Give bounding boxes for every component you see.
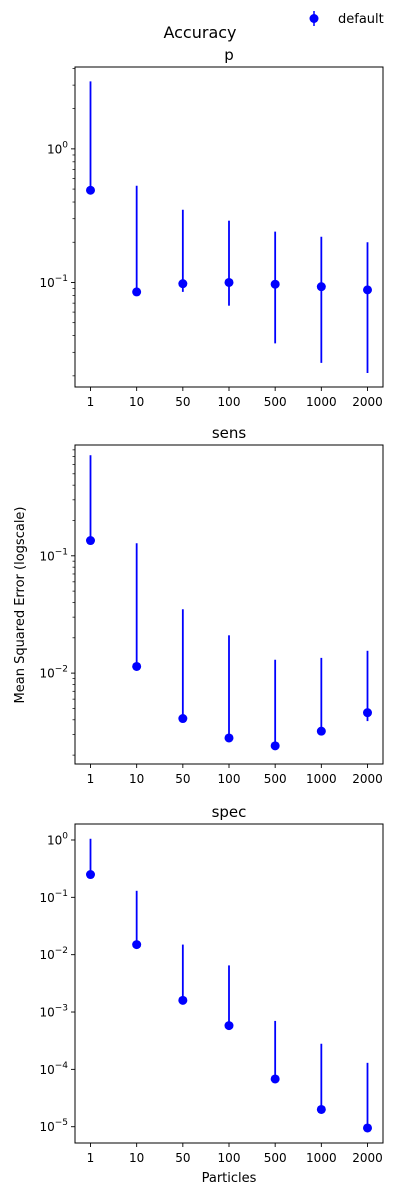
x-tick-label: 2000 — [352, 395, 383, 409]
y-tick-label: 10−1 — [39, 889, 68, 905]
data-point — [270, 1074, 280, 1084]
y-tick-label: 10−3 — [39, 1004, 68, 1020]
data-point — [224, 733, 234, 743]
y-tick-label: 10−4 — [39, 1061, 68, 1077]
data-point — [132, 940, 142, 950]
data-point — [270, 279, 280, 289]
x-tick-label: 50 — [175, 395, 190, 409]
subplot-sens: sens 10−1 10−2 1 10 50 100 500 1000 2000 — [39, 424, 384, 786]
x-tick-label: 100 — [218, 1151, 241, 1165]
x-tick-label: 10 — [129, 772, 144, 786]
subplots: p 100 10−1 1 10 50 100 500 1000 2000 sens 10−1 10−2 1… — [39, 46, 384, 1165]
data-point — [178, 714, 188, 724]
legend-label: default — [338, 12, 384, 27]
x-tick-label: 50 — [175, 772, 190, 786]
data-point — [132, 661, 142, 671]
x-tick-label: 2000 — [352, 772, 383, 786]
x-tick-label: 1 — [87, 1151, 95, 1165]
data-point — [270, 741, 280, 751]
data-point — [316, 1104, 326, 1114]
data-point — [316, 726, 326, 736]
y-tick-label: 100 — [47, 831, 68, 847]
x-tick-label: 1000 — [306, 772, 337, 786]
data-point — [86, 870, 95, 880]
figure-suptitle: Accuracy — [163, 23, 236, 42]
data-point — [316, 282, 326, 292]
subplot-title: p — [224, 46, 234, 64]
subplot-title: spec — [212, 803, 247, 821]
legend-point-marker — [309, 14, 319, 23]
y-tick-label: 10−5 — [39, 1118, 68, 1134]
y-tick-label: 10−1 — [39, 274, 68, 290]
x-tick-label: 1 — [87, 395, 95, 409]
y-tick-label: 10−2 — [39, 946, 68, 962]
x-tick-label: 1 — [87, 772, 95, 786]
data-point — [86, 536, 95, 546]
x-tick-label: 100 — [218, 395, 241, 409]
x-tick-label: 10 — [129, 395, 144, 409]
data-point — [132, 287, 142, 297]
data-point — [224, 277, 234, 287]
x-tick-label: 10 — [129, 1151, 144, 1165]
data-point — [178, 279, 188, 289]
data-point — [178, 995, 188, 1005]
subplot-p: p 100 10−1 1 10 50 100 500 1000 2000 — [39, 46, 384, 409]
x-tick-label: 50 — [175, 1151, 190, 1165]
x-tick-label: 1000 — [306, 1151, 337, 1165]
y-tick-label: 100 — [47, 140, 68, 156]
legend: default — [309, 11, 384, 27]
y-tick-label: 10−1 — [39, 547, 68, 563]
x-tick-label: 500 — [264, 772, 287, 786]
data-point — [224, 1021, 234, 1031]
data-point — [86, 185, 95, 195]
y-axis-label: Mean Squared Error (logscale) — [13, 507, 28, 704]
y-tick-label: 10−2 — [39, 665, 68, 681]
x-axis-label: Particles — [202, 1171, 257, 1186]
data-point — [363, 1123, 372, 1133]
x-tick-label: 100 — [218, 772, 241, 786]
subplot-spec: spec 100 10−1 10−2 10−3 10−4 10−5 1 10 50 100 500 10… — [39, 803, 384, 1165]
x-tick-label: 2000 — [352, 1151, 383, 1165]
subplot-title: sens — [212, 424, 247, 442]
data-point — [363, 285, 372, 295]
x-tick-label: 500 — [264, 1151, 287, 1165]
data-point — [363, 708, 372, 718]
x-tick-label: 500 — [264, 395, 287, 409]
x-tick-label: 1000 — [306, 395, 337, 409]
